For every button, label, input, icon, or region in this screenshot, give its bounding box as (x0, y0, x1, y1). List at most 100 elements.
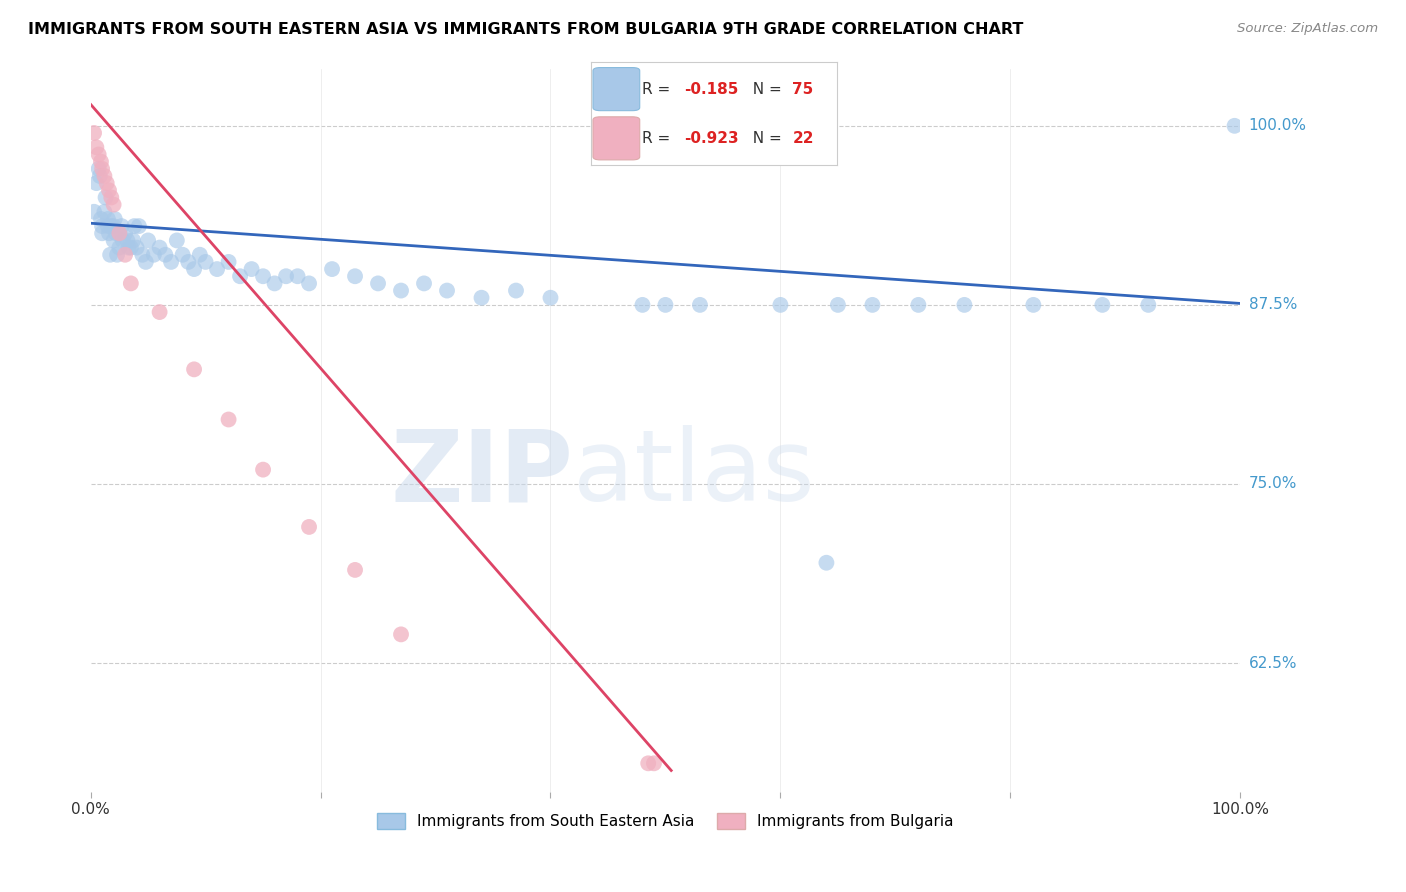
Point (104, 227, 127, 241)
Point (111, 219, 134, 233)
Point (91, 227, 114, 241)
Point (83, 126, 105, 140)
Text: 62.5%: 62.5% (1249, 656, 1298, 671)
Point (87, 161, 110, 176)
Point (89, 169, 111, 183)
Point (135, 255, 157, 269)
Text: atlas: atlas (574, 425, 815, 522)
Point (1091, 298, 1114, 312)
Point (240, 262, 263, 277)
Point (124, 219, 146, 233)
Point (117, 241, 139, 255)
Point (96, 176, 118, 190)
Point (103, 197, 125, 211)
Point (114, 227, 136, 241)
Point (321, 262, 343, 277)
Text: IMMIGRANTS FROM SOUTH EASTERN ASIA VS IMMIGRANTS FROM BULGARIA 9TH GRADE CORRELA: IMMIGRANTS FROM SOUTH EASTERN ASIA VS IM… (28, 22, 1024, 37)
Text: Source: ZipAtlas.com: Source: ZipAtlas.com (1237, 22, 1378, 36)
Point (769, 298, 792, 312)
Point (389, 284, 412, 298)
Point (120, 241, 142, 255)
Point (142, 248, 165, 262)
Point (90, 154, 112, 169)
Point (953, 298, 976, 312)
Point (1137, 298, 1160, 312)
Point (125, 241, 148, 255)
Point (98, 248, 121, 262)
Point (183, 262, 205, 277)
Point (100, 190, 122, 204)
Point (105, 248, 128, 262)
Point (344, 269, 367, 284)
Point (108, 241, 131, 255)
Point (98, 183, 121, 197)
FancyBboxPatch shape (593, 68, 640, 111)
Point (298, 520, 321, 534)
Point (274, 269, 297, 284)
Point (1022, 298, 1045, 312)
Point (136, 234, 159, 248)
Point (263, 277, 285, 291)
Point (97, 219, 120, 233)
Point (287, 269, 309, 284)
Point (155, 248, 177, 262)
FancyBboxPatch shape (593, 117, 640, 160)
Point (413, 277, 436, 291)
Point (1223, 119, 1246, 133)
Point (97, 211, 120, 226)
Point (367, 277, 389, 291)
Point (98, 227, 121, 241)
Point (218, 412, 240, 426)
Point (149, 241, 172, 255)
Point (505, 284, 527, 298)
Text: 75.0%: 75.0% (1249, 476, 1296, 491)
Point (83, 204, 105, 219)
Point (114, 248, 136, 262)
Text: -0.923: -0.923 (685, 131, 738, 146)
Point (637, 756, 659, 771)
Point (104, 211, 127, 226)
Point (470, 291, 492, 305)
Point (298, 277, 321, 291)
Point (177, 255, 200, 269)
Point (103, 234, 125, 248)
Point (631, 298, 654, 312)
Legend: Immigrants from South Eastern Asia, Immigrants from Bulgaria: Immigrants from South Eastern Asia, Immi… (371, 806, 960, 835)
Point (172, 248, 194, 262)
Point (131, 248, 153, 262)
Point (827, 298, 849, 312)
Text: ZIP: ZIP (391, 425, 574, 522)
Point (86, 140, 108, 154)
Point (218, 255, 240, 269)
Point (907, 298, 929, 312)
Point (252, 269, 274, 284)
Text: -0.185: -0.185 (685, 81, 738, 96)
Point (111, 234, 134, 248)
Point (91, 219, 114, 233)
Point (86, 176, 108, 190)
Point (122, 234, 145, 248)
Text: R =: R = (643, 81, 675, 96)
Point (93, 169, 115, 183)
Point (389, 627, 412, 641)
Text: 22: 22 (793, 131, 814, 146)
Point (91, 161, 114, 176)
Point (166, 234, 188, 248)
Point (90, 211, 112, 226)
Point (344, 563, 367, 577)
Point (93, 204, 115, 219)
Point (120, 277, 142, 291)
Point (252, 462, 274, 476)
Text: 87.5%: 87.5% (1249, 297, 1296, 312)
Point (94, 190, 117, 204)
Point (128, 219, 150, 233)
Text: 100.0%: 100.0% (1249, 119, 1306, 133)
Point (100, 219, 122, 233)
Point (103, 219, 125, 233)
Point (860, 298, 883, 312)
Point (188, 248, 211, 262)
Text: N =: N = (742, 81, 787, 96)
Text: R =: R = (643, 131, 675, 146)
Point (183, 362, 205, 376)
Text: 75: 75 (793, 81, 814, 96)
